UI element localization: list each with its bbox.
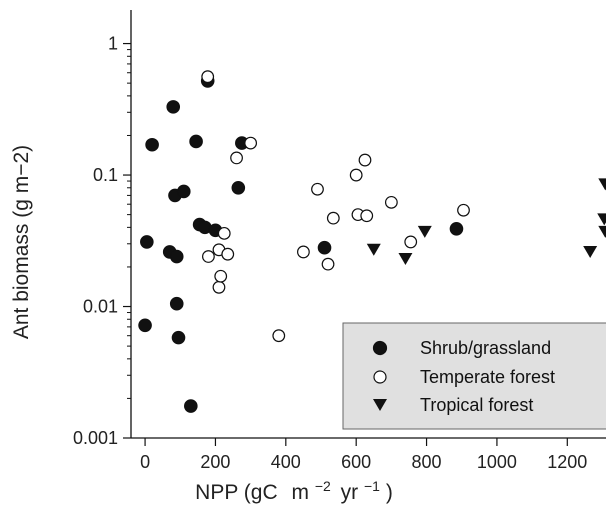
x-axis-title: NPP (gC m −2 yr −1 ): [195, 473, 393, 504]
data-point-temperate-forest: [214, 269, 228, 283]
data-point-tropical-forest: [583, 245, 598, 258]
data-point-temperate-forest: [457, 203, 470, 217]
x-tick-label: 800: [412, 452, 442, 472]
y-axis-ticks: 0.001 0.01 0.1 1: [73, 34, 131, 448]
plot-area: 0.001 0.01 0.1 1 0 200 400 600 800 1000 1200: [73, 10, 606, 472]
data-point-shrub-grassland: [184, 399, 198, 413]
data-point-tropical-forest: [598, 178, 606, 191]
x-axis-ticks: 0 200 400 600 800 1000 1200: [140, 438, 587, 472]
x-axis-label-close: ): [386, 481, 393, 504]
data-point-temperate-forest: [404, 235, 418, 249]
data-point-temperate-forest: [202, 250, 215, 263]
data-point-shrub-grassland: [138, 318, 152, 333]
data-point-tropical-forest: [598, 225, 606, 238]
legend-label-shrub: Shrub/grassland: [420, 338, 551, 358]
x-axis-label-main: NPP (gC: [195, 481, 277, 504]
data-point-shrub-grassland: [145, 137, 159, 152]
data-point-temperate-forest: [217, 226, 231, 240]
data-point-temperate-forest: [326, 211, 340, 225]
x-axis-label-m: m: [292, 481, 310, 504]
y-axis-title: Ant biomass (g m−2): [10, 145, 33, 339]
x-tick-label: 1200: [547, 452, 587, 472]
data-point-shrub-grassland: [169, 296, 184, 311]
legend-marker-open-circle: [373, 370, 387, 384]
data-point-shrub-grassland: [231, 180, 246, 195]
data-point-temperate-forest: [272, 329, 286, 343]
data-point-shrub-grassland: [169, 249, 184, 264]
data-point-tropical-forest: [417, 225, 432, 238]
data-point-shrub-grassland: [166, 100, 181, 114]
legend-box: [342, 322, 606, 430]
data-point-temperate-forest: [384, 195, 398, 209]
x-tick-label: 0: [140, 452, 150, 472]
data-point-tropical-forest: [597, 213, 606, 226]
legend: Shrub/grassland Temperate forest Tropica…: [342, 322, 606, 430]
x-axis-label-yr: yr: [341, 481, 359, 504]
data-point-shrub-grassland: [140, 235, 154, 249]
data-point-temperate-forest: [230, 151, 243, 165]
data-point-temperate-forest: [201, 70, 215, 84]
data-point-temperate-forest: [358, 153, 372, 167]
data-point-temperate-forest: [349, 168, 363, 182]
data-point-temperate-forest: [221, 247, 235, 261]
data-point-temperate-forest: [321, 257, 335, 271]
data-point-shrub-grassland: [317, 240, 332, 255]
data-point-temperate-forest: [244, 136, 258, 150]
x-axis-label-yr-exp: −1: [364, 478, 380, 494]
data-point-tropical-forest: [366, 243, 381, 256]
data-point-temperate-forest: [360, 209, 374, 223]
data-point-temperate-forest: [311, 182, 324, 196]
x-axis-label-m-exp: −2: [315, 478, 331, 494]
legend-marker-filled-circle: [372, 340, 388, 356]
data-point-shrub-grassland: [176, 184, 191, 199]
x-tick-label: 600: [341, 452, 371, 472]
data-point-shrub-grassland: [189, 134, 203, 149]
y-tick-label: 0.01: [83, 297, 118, 317]
x-tick-label: 400: [271, 452, 301, 472]
x-tick-label: 1000: [477, 452, 517, 472]
data-point-shrub-grassland: [171, 330, 186, 345]
data-point-shrub-grassland: [449, 222, 464, 236]
y-tick-label: 0.1: [93, 165, 118, 185]
legend-label-temperate: Temperate forest: [420, 367, 555, 387]
legend-label-tropical: Tropical forest: [420, 395, 533, 415]
y-tick-label: 1: [108, 34, 118, 54]
x-tick-label: 200: [200, 452, 230, 472]
data-point-temperate-forest: [297, 245, 310, 259]
data-point-tropical-forest: [398, 252, 413, 265]
data-points: [138, 70, 606, 413]
data-point-temperate-forest: [212, 280, 226, 294]
y-tick-label: 0.001: [73, 428, 118, 448]
legend-marker-triangle-down: [373, 399, 387, 411]
y-axis-label: Ant biomass (g m−2): [10, 145, 33, 339]
